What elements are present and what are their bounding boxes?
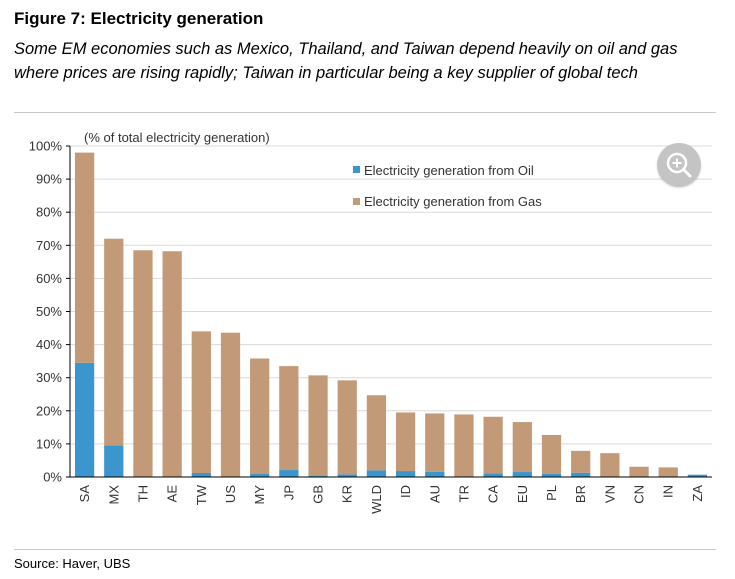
y-tick-label: 80% <box>36 205 62 220</box>
category-label: AU <box>427 485 442 503</box>
y-tick-label: 100% <box>29 139 63 154</box>
bar-gas-au <box>425 413 445 472</box>
y-tick-label: 20% <box>36 403 62 418</box>
category-label: KR <box>340 485 355 503</box>
bar-gas-mx <box>104 238 124 446</box>
bar-gas-eu <box>512 422 532 473</box>
category-label: JP <box>281 485 296 500</box>
bar-gas-ca <box>483 416 503 474</box>
bar-gas-id <box>395 412 416 472</box>
category-label: EU <box>515 485 530 503</box>
zoom-in-icon <box>666 152 692 178</box>
bar-gas-jp <box>279 366 299 471</box>
y-tick-label: 50% <box>36 304 62 319</box>
bar-oil-sa <box>74 362 95 477</box>
category-label: CN <box>632 485 647 504</box>
bar-gas-th <box>133 250 153 477</box>
bar-oil-wld <box>366 470 387 477</box>
bar-gas-cn <box>629 466 649 477</box>
category-label: TR <box>456 485 471 502</box>
bar-oil-za <box>687 474 708 477</box>
legend-label-gas: Electricity generation from Gas <box>364 194 542 209</box>
y-tick-label: 40% <box>36 337 62 352</box>
category-label: VN <box>602 485 617 503</box>
bar-oil-tw <box>191 473 211 477</box>
y-tick-label: 90% <box>36 172 62 187</box>
bar-gas-br <box>571 450 591 473</box>
bar-oil-eu <box>512 472 532 477</box>
zoom-in-button[interactable] <box>657 143 701 187</box>
category-label: WLD <box>369 485 384 514</box>
legend-swatch-oil <box>353 166 360 173</box>
category-label: TW <box>194 484 209 505</box>
y-tick-label: 70% <box>36 238 62 253</box>
bar-oil-mx <box>104 445 124 477</box>
y-tick-label: 0% <box>43 470 62 485</box>
bottom-divider <box>14 549 716 550</box>
bar-gas-tw <box>191 331 211 474</box>
bar-oil-br <box>571 472 591 477</box>
top-divider <box>14 112 716 113</box>
ticks-layer: 0% 10% 20% 30% 40% 50% 60% 70% 80% 90% 100% <box>29 139 70 485</box>
category-labels: SA MX TH AE TW US MY JP GB KR WLD ID AU TR CA EU PL BR VN C… <box>77 484 705 514</box>
category-label: MX <box>106 485 121 505</box>
bar-oil-jp <box>279 470 299 477</box>
bar-gas-kr <box>337 380 357 475</box>
bar-gas-vn <box>600 453 620 477</box>
category-label: AE <box>165 485 180 503</box>
category-label: CA <box>486 485 501 503</box>
category-label: US <box>223 485 238 503</box>
bar-gas-pl <box>541 434 562 474</box>
figure-subtitle: Some EM economies such as Mexico, Thaila… <box>14 40 678 82</box>
bar-oil-pl <box>541 473 562 477</box>
bar-gas-us <box>220 332 241 477</box>
bar-oil-my <box>250 474 270 477</box>
bar-gas-ae <box>162 251 182 477</box>
legend-swatch-gas <box>353 198 360 205</box>
bar-gas-wld <box>366 395 387 471</box>
bar-gas-in <box>658 467 678 477</box>
category-label: ID <box>398 485 413 498</box>
bar-gas-gb <box>308 375 328 477</box>
bar-gas-sa <box>74 152 95 363</box>
bar-chart: 0% 10% 20% 30% 40% 50% 60% 70% 80% 90% 100% SA MX TH… <box>29 130 712 514</box>
y-axis-label: (% of total electricity generation) <box>84 130 270 145</box>
bar-oil-kr <box>337 474 357 477</box>
bar-gas-my <box>250 358 270 475</box>
bar-oil-ca <box>483 473 503 477</box>
category-label: BR <box>573 485 588 503</box>
category-label: PL <box>544 485 559 501</box>
category-label: MY <box>252 485 267 505</box>
category-label: TH <box>135 485 150 502</box>
category-label: SA <box>77 485 92 503</box>
bar-gas-tr <box>454 414 474 477</box>
source-note: Source: Haver, UBS <box>14 556 131 571</box>
figure-title: Figure 7: Electricity generation <box>14 9 264 28</box>
bars-layer <box>74 152 708 477</box>
category-label: GB <box>311 485 326 504</box>
y-tick-label: 30% <box>36 370 62 385</box>
y-tick-label: 60% <box>36 271 62 286</box>
category-label: IN <box>661 485 676 498</box>
bar-oil-au <box>425 471 445 477</box>
category-label: ZA <box>690 485 705 502</box>
bar-oil-id <box>395 471 416 477</box>
y-tick-label: 10% <box>36 436 62 451</box>
legend-label-oil: Electricity generation from Oil <box>364 163 534 178</box>
chart-legend: Electricity generation from Oil Electric… <box>353 163 542 209</box>
